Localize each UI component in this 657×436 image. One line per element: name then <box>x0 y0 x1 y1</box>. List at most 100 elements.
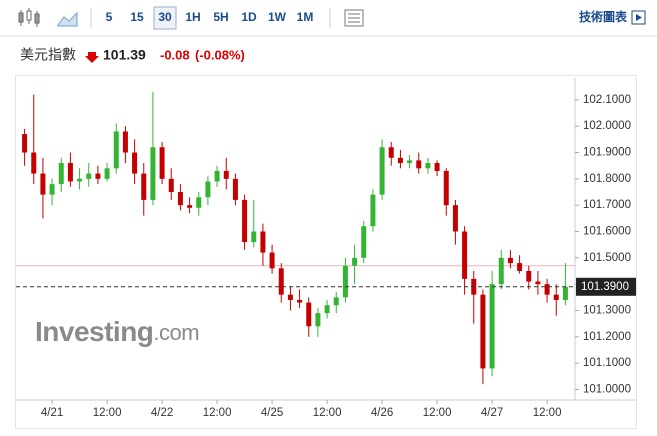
x-tick-label: 4/25 <box>261 407 283 419</box>
candle-body <box>58 163 64 185</box>
y-tick-label: 101.5000 <box>583 252 631 264</box>
candle-body <box>324 305 330 314</box>
candle-body <box>416 160 422 169</box>
interval-button[interactable]: 1M <box>297 10 314 24</box>
interval-button[interactable]: 1H <box>185 10 200 24</box>
candle-body <box>544 284 550 295</box>
x-tick-label: 4/21 <box>41 407 63 419</box>
candle-body <box>205 181 211 198</box>
y-tick-label: 101.1000 <box>583 357 631 369</box>
candle-body <box>480 294 486 369</box>
candle-body <box>507 257 513 264</box>
x-tick-label: 12:00 <box>313 407 342 419</box>
candle-body <box>40 173 46 195</box>
toolbar <box>0 0 657 36</box>
candle-body <box>434 163 440 171</box>
candle-body <box>95 173 101 179</box>
candle-body <box>77 178 83 182</box>
watermark-suffix: .com <box>153 320 199 345</box>
candle-body <box>196 197 202 208</box>
candle-body <box>462 231 468 279</box>
candle-body <box>31 152 37 174</box>
y-tick-label: 101.9000 <box>583 147 631 159</box>
candle-body <box>306 302 312 327</box>
x-tick-label: 12:00 <box>93 407 122 419</box>
change: -0.08 <box>160 47 190 62</box>
candle-body <box>113 131 119 169</box>
x-tick-label: 12:00 <box>203 407 232 419</box>
candle-body <box>287 294 293 300</box>
candle-body <box>132 152 138 174</box>
candle-body <box>278 268 284 295</box>
interval-button[interactable]: 1D <box>241 10 257 24</box>
candle-body <box>177 192 183 206</box>
candle-body <box>242 199 248 243</box>
interval-button[interactable]: 15 <box>130 10 144 24</box>
chart-frame <box>15 75 637 429</box>
candle-body <box>49 184 55 195</box>
y-tick-label: 101.2000 <box>583 331 631 343</box>
table-icon[interactable] <box>344 9 364 27</box>
change-percent: (-0.08%) <box>195 47 245 62</box>
candle-body <box>562 286 568 300</box>
candle-body <box>260 231 266 253</box>
candle-body <box>122 131 128 153</box>
candle-body <box>187 205 193 208</box>
last-price-label: 101.3900 <box>581 281 629 293</box>
down-arrow <box>85 52 99 63</box>
candle-body <box>388 147 394 158</box>
candle-body <box>370 194 376 227</box>
y-tick-label: 101.8000 <box>583 173 631 185</box>
candle-body <box>452 205 458 232</box>
candle-body <box>159 147 165 179</box>
plot: Investing.com 101.0000 101.1000 101.2000 101… <box>16 78 636 419</box>
y-tick-label: 102.1000 <box>583 94 631 106</box>
candle-body <box>535 281 541 285</box>
x-tick-label: 4/26 <box>371 407 393 419</box>
y-tick-label: 101.0000 <box>583 383 631 395</box>
candle-body <box>104 168 110 179</box>
selected-interval-box <box>153 6 177 30</box>
candle-body <box>22 134 28 153</box>
x-tick-label: 4/27 <box>481 407 503 419</box>
candle-body <box>498 257 504 285</box>
link-arrow <box>636 14 642 21</box>
candle-body <box>526 270 532 282</box>
candle-body <box>297 299 303 303</box>
interval-button[interactable]: 30 <box>158 10 172 24</box>
candle-body <box>443 170 449 206</box>
candle-body <box>425 163 431 169</box>
tech-chart-link[interactable]: 技術圖表 <box>579 9 628 24</box>
y-tick-label: 101.3000 <box>583 305 631 317</box>
candle-body <box>517 263 523 271</box>
interval-group: 5 15 30 1H 5H 1D 1W 1M <box>106 6 314 30</box>
candle-body <box>168 178 174 192</box>
candle-body <box>553 294 559 300</box>
interval-button[interactable]: 5H <box>213 10 228 24</box>
candle-body <box>86 173 92 179</box>
y-tick-label: 101.6000 <box>583 226 631 238</box>
candle-body <box>333 297 339 306</box>
candle-body <box>223 170 229 179</box>
candle-body <box>379 147 385 195</box>
candle-body <box>251 231 257 243</box>
candle-body <box>141 173 147 200</box>
y-tick-label: 101.7000 <box>583 199 631 211</box>
x-tick-label: 12:00 <box>533 407 562 419</box>
interval-button[interactable]: 1W <box>268 10 287 24</box>
interval-button[interactable]: 5 <box>106 10 113 24</box>
candle-body <box>352 257 358 266</box>
candle-body <box>407 160 413 164</box>
instrument-name: 美元指數 <box>20 47 76 63</box>
candle-body <box>214 170 220 182</box>
watermark: Investing.com <box>35 316 199 347</box>
y-tick-label: 102.0000 <box>583 120 631 132</box>
candle-body <box>397 157 403 164</box>
candle-body <box>232 178 238 200</box>
last-price-box <box>576 277 636 296</box>
candle-body <box>315 313 321 327</box>
candlestick-icon[interactable] <box>18 8 40 27</box>
area-icon[interactable] <box>57 11 78 27</box>
candle-body <box>489 284 495 369</box>
